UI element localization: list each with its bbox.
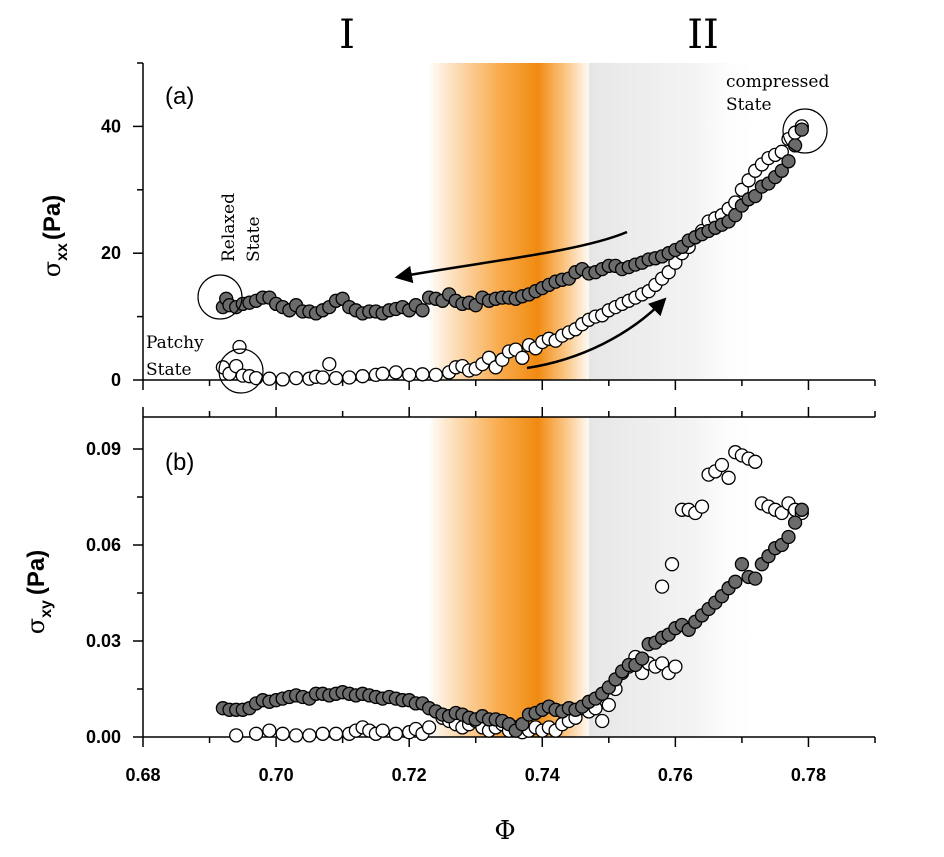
region-label-I: I [339, 12, 355, 58]
x-tick-label: 0.74 [525, 765, 560, 785]
x-tick-label: 0.78 [791, 765, 826, 785]
panel-a-open-point [355, 369, 370, 384]
panel-b-open-point [601, 697, 616, 713]
transition-band-panel-a [429, 63, 589, 380]
panel-a-open-point [262, 371, 277, 386]
panel-b-open-point [421, 720, 437, 735]
patchy-state-circle [218, 348, 264, 394]
panel-b-ylabel-symbol: σ [22, 618, 50, 634]
panel-a-y-tick-label: 40 [101, 116, 121, 136]
panel-a-ylabel-symbol: σ [38, 261, 66, 277]
panel-a-label: (a) [165, 83, 194, 110]
patchy-label-line1: Patchy [146, 333, 204, 353]
panel-b-filled-point [781, 529, 796, 545]
panel-b-open-point [248, 726, 264, 741]
panel-b-open-point [721, 470, 736, 485]
panel-b-open-point [694, 499, 710, 514]
panel-a-open-point [342, 370, 357, 385]
decompression-arrow [394, 230, 628, 284]
panel-b-filled-point [734, 557, 750, 572]
panel-b-open-point [302, 728, 317, 743]
panel-a-open-point [375, 366, 390, 381]
panel-b-open-point [664, 557, 680, 572]
panel-b-filled-point [515, 717, 530, 732]
panel-a-y-tick-label: 20 [101, 243, 121, 263]
panel-b-y-tick-label: 0.06 [86, 535, 121, 555]
panel-b-open-point [375, 723, 390, 738]
panel-b-ylabel: σxy (Pa) [22, 550, 55, 635]
panel-a-open-point [248, 370, 264, 386]
panel-a-open-point [515, 350, 530, 365]
compressed-label-line1: compressed [726, 72, 829, 92]
transition-band-panel-b [429, 417, 589, 737]
compressed-label-line2: State [726, 95, 772, 115]
panel-b-filled-point [787, 515, 803, 530]
x-tick-label: 0.68 [125, 765, 160, 785]
panel-a-y-tick-label: 0 [111, 370, 121, 390]
panel-a-open-point [288, 370, 304, 386]
panel-a-ylabel: σxx (Pa) [38, 195, 71, 278]
panel-a-open-point [328, 370, 344, 386]
x-tick-label: 0.70 [259, 765, 294, 785]
panel-a-open-point [428, 367, 443, 383]
x-axis-label: Φ [494, 816, 515, 846]
panel-b-open-point [229, 728, 244, 743]
panel-a-open-point [402, 367, 417, 383]
panel-a-ylabel-sub: xx [54, 243, 71, 261]
panel-b-filled-point [634, 651, 650, 666]
panel-b-y-tick-label: 0.09 [86, 439, 121, 459]
panel-a-open-point [415, 367, 430, 382]
panel-a-ylabel-unit: (Pa) [39, 195, 66, 240]
background-bands [429, 63, 762, 737]
panel-b-open-point [315, 726, 330, 741]
relaxed-state-circle [197, 274, 243, 320]
panel-b-filled-point [748, 571, 763, 586]
panel-a-filled-point [415, 303, 430, 318]
panel-b-open-point [654, 656, 670, 671]
compressed-state-circle [782, 108, 828, 154]
panel-b-open-point [654, 579, 670, 594]
panel-a-filled-point [787, 138, 803, 153]
panel-a-filled-point [781, 154, 796, 169]
panel-b-y-tick-label: 0.00 [86, 727, 121, 747]
panel-b-open-point [388, 726, 404, 741]
panel-b-open-point [262, 723, 277, 738]
panel-a-filled-point [728, 208, 743, 223]
panel-a-open-point [322, 356, 337, 372]
panel-b-open-point [328, 726, 344, 741]
panel-b-open-point [748, 454, 763, 469]
patchy-label-line2: State [146, 360, 192, 380]
panel-a-open-point [275, 372, 290, 387]
region-label-II: II [687, 12, 719, 58]
panel-b-label: (b) [165, 449, 194, 476]
svg-text:σxx(Pa): σxx (Pa) [38, 195, 71, 278]
panel-b-open-point [288, 728, 304, 743]
panel-b: 0.00 0.03 0.06 0.09 (b) σxy (Pa) [22, 407, 876, 747]
panel-b-open-point [774, 505, 789, 521]
panel-b-filled-point [728, 574, 743, 589]
panel-a-open-point [315, 370, 330, 385]
panel-b-y-tick-label: 0.03 [86, 631, 121, 651]
panel-b-open-point [595, 713, 610, 729]
panel-a-open-point [388, 365, 404, 380]
panel-b-open-point [714, 457, 730, 473]
svg-text:σxy(Pa): σxy (Pa) [22, 550, 55, 635]
panel-a: 0 20 40 (a) σxx (Pa) compressed State Relax… [38, 62, 876, 394]
x-tick-label: 0.72 [392, 765, 427, 785]
panel-b-ylabel-unit: (Pa) [23, 550, 50, 595]
panel-b-open-point [275, 726, 290, 741]
panel-a-filled-point [794, 122, 809, 137]
relaxed-label-line1: Relaxed [219, 193, 239, 262]
x-tick-label: 0.76 [658, 765, 693, 785]
panel-b-open-point [668, 659, 683, 674]
compression-arrow [526, 297, 667, 370]
panel-a-open-point [232, 339, 247, 355]
panel-b-ylabel-sub: xy [38, 600, 55, 618]
panel-b-filled-point [794, 502, 809, 517]
relaxed-label-line2: State [244, 216, 264, 262]
